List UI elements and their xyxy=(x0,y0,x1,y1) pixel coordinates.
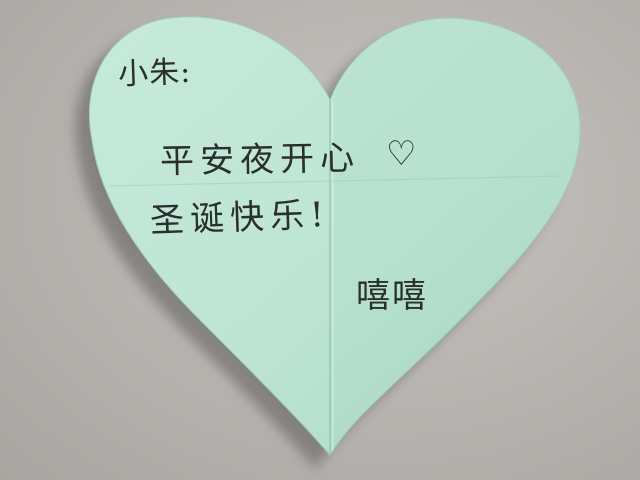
heart-right-shade xyxy=(333,18,580,452)
note-line-merry-christmas: 圣诞快乐! xyxy=(149,187,330,242)
heart-doodle-icon: ♡ xyxy=(386,134,417,174)
note-line-christmas-eve: 平安夜开心 xyxy=(160,130,361,182)
note-signature: 嘻嘻 xyxy=(356,268,428,317)
note-salutation: 小朱: xyxy=(117,47,192,94)
